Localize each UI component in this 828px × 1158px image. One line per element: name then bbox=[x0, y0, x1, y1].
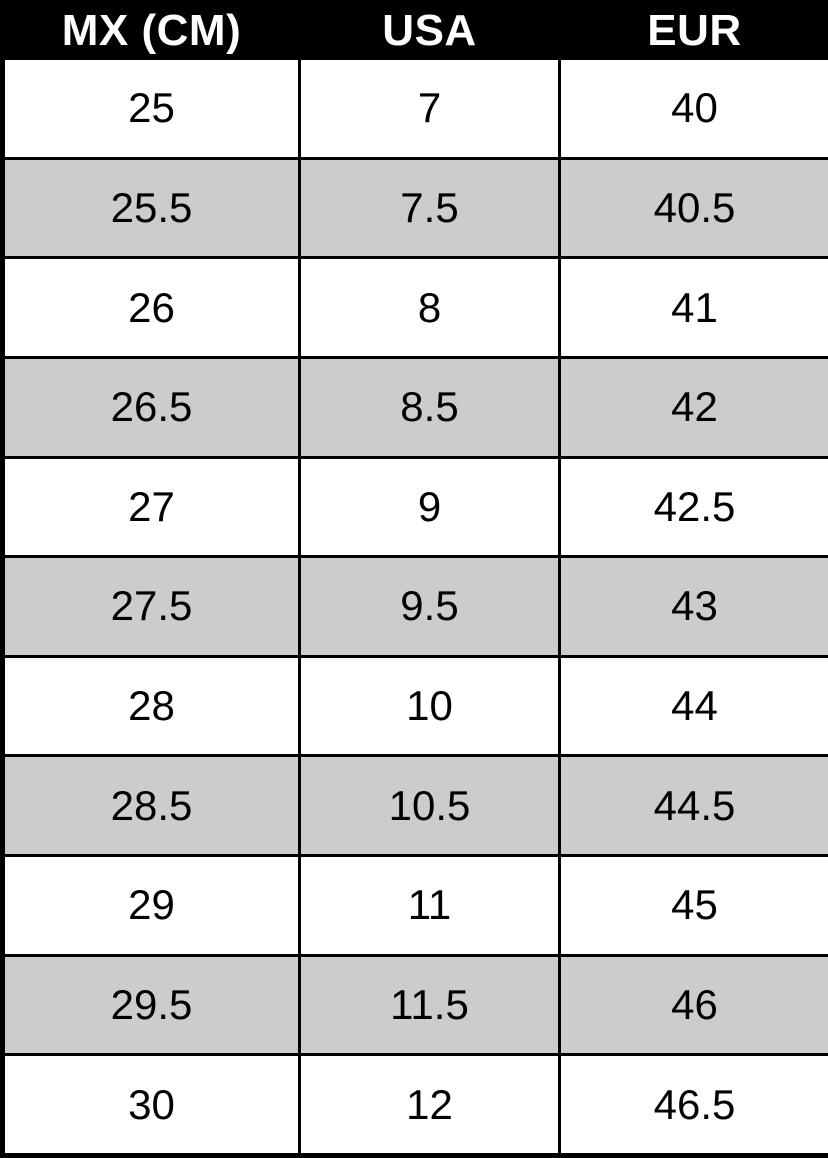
usa-cell: 11.5 bbox=[298, 953, 561, 1057]
usa-cell: 7 bbox=[298, 57, 561, 160]
usa-cell: 10.5 bbox=[298, 754, 561, 857]
mx-cell: 25.5 bbox=[1, 156, 301, 260]
eur-cell: 40 bbox=[558, 57, 828, 160]
header-row: MX (CM) USA EUR bbox=[1, 1, 828, 60]
eur-cell: 45 bbox=[558, 854, 828, 957]
mx-cell: 29.5 bbox=[1, 953, 301, 1057]
eur-cell: 42 bbox=[558, 355, 828, 459]
mx-cell: 26.5 bbox=[1, 355, 301, 459]
usa-cell: 8.5 bbox=[298, 355, 561, 459]
mx-cell: 28.5 bbox=[1, 754, 301, 857]
usa-cell: 11 bbox=[298, 854, 561, 957]
eur-cell: 42.5 bbox=[558, 455, 828, 559]
mx-cell: 27.5 bbox=[1, 555, 301, 658]
table-row: 26.5 8.5 42 bbox=[1, 355, 828, 459]
eur-cell: 41 bbox=[558, 256, 828, 359]
table-row: 25.5 7.5 40.5 bbox=[1, 156, 828, 260]
table-row: 28 10 44 bbox=[1, 654, 828, 758]
table-row: 27 9 42.5 bbox=[1, 455, 828, 559]
eur-cell: 46.5 bbox=[558, 1053, 828, 1157]
mx-cell: 27 bbox=[1, 455, 301, 559]
table-row: 27.5 9.5 43 bbox=[1, 555, 828, 658]
mx-cell: 28 bbox=[1, 654, 301, 758]
eur-cell: 40.5 bbox=[558, 156, 828, 260]
mx-cell: 30 bbox=[1, 1053, 301, 1157]
table-row: 30 12 46.5 bbox=[1, 1053, 828, 1157]
usa-cell: 7.5 bbox=[298, 156, 561, 260]
table-row: 26 8 41 bbox=[1, 256, 828, 359]
mx-cell: 29 bbox=[1, 854, 301, 957]
usa-cell: 8 bbox=[298, 256, 561, 359]
eur-cell: 44.5 bbox=[558, 754, 828, 857]
table-row: 28.5 10.5 44.5 bbox=[1, 754, 828, 857]
mx-cell: 26 bbox=[1, 256, 301, 359]
usa-cell: 9 bbox=[298, 455, 561, 559]
table-row: 29 11 45 bbox=[1, 854, 828, 957]
table-header: MX (CM) USA EUR bbox=[1, 1, 828, 60]
mx-cell: 25 bbox=[1, 57, 301, 160]
usa-cell: 9.5 bbox=[298, 555, 561, 658]
eur-cell: 44 bbox=[558, 654, 828, 758]
usa-cell: 10 bbox=[298, 654, 561, 758]
table-row: 25 7 40 bbox=[1, 57, 828, 160]
table-body: 25 7 40 25.5 7.5 40.5 26 8 41 26.5 8.5 4… bbox=[1, 57, 828, 1157]
eur-cell: 46 bbox=[558, 953, 828, 1057]
column-header-eur: EUR bbox=[558, 1, 828, 60]
usa-cell: 12 bbox=[298, 1053, 561, 1157]
column-header-mx-cm: MX (CM) bbox=[1, 1, 301, 60]
column-header-usa: USA bbox=[298, 1, 561, 60]
eur-cell: 43 bbox=[558, 555, 828, 658]
table-row: 29.5 11.5 46 bbox=[1, 953, 828, 1057]
